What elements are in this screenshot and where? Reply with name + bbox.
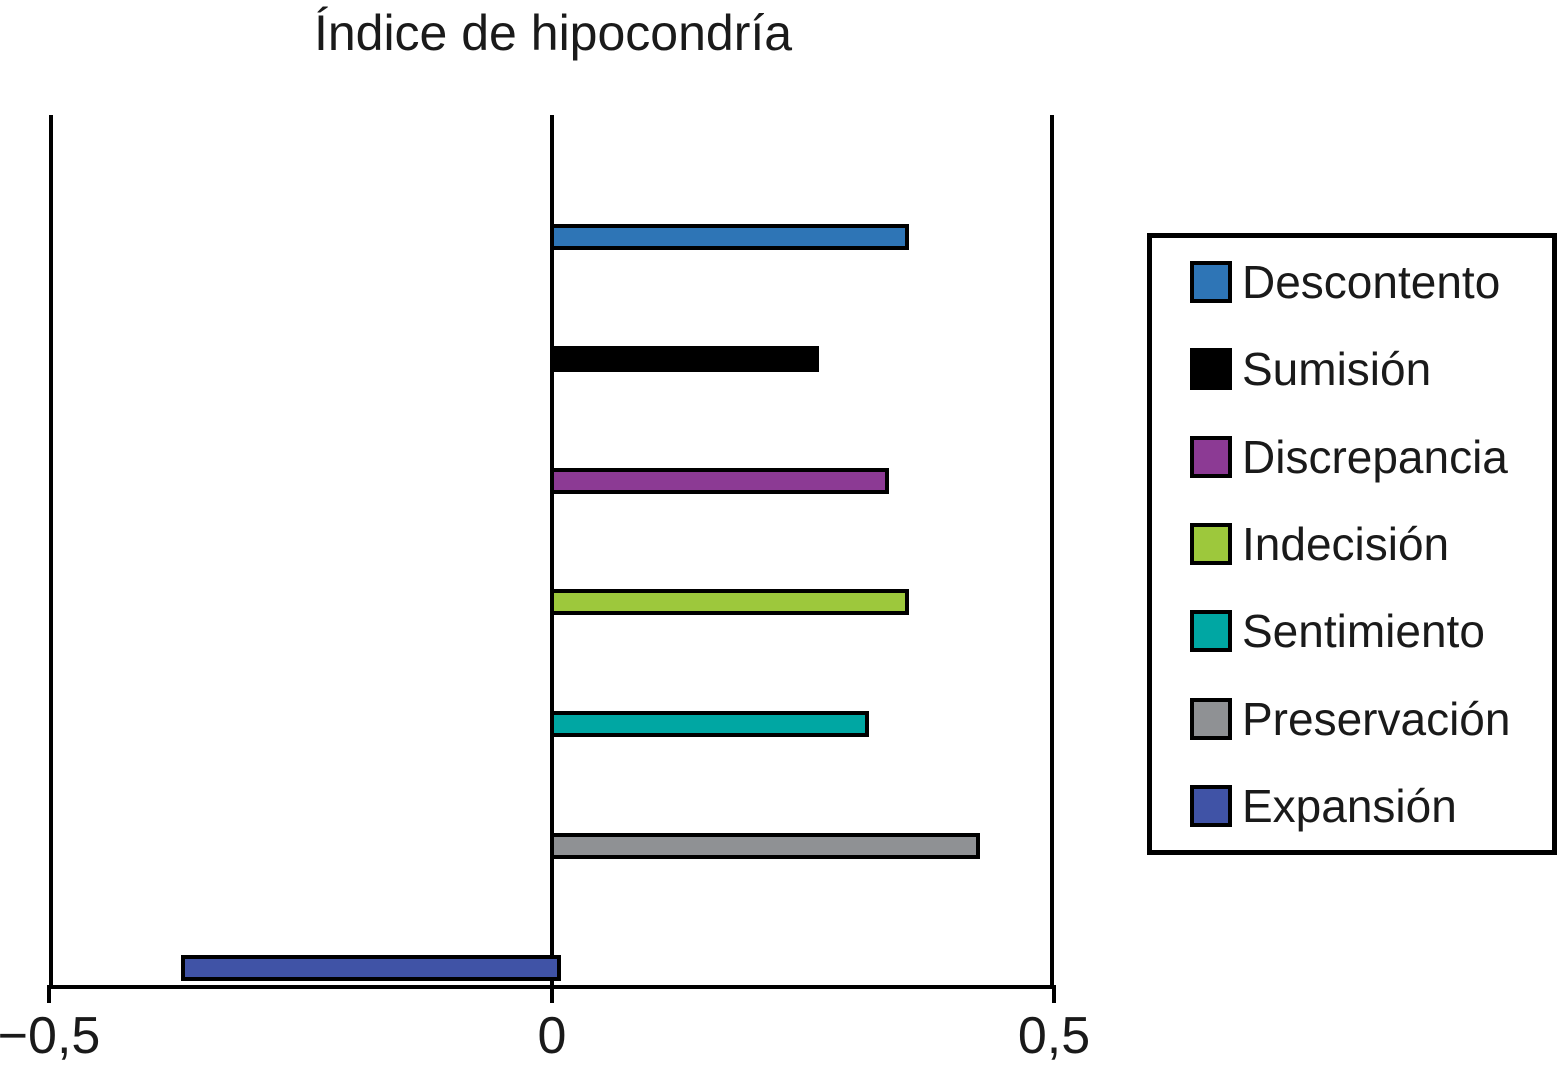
legend-item-descontento: Descontento — [1190, 255, 1552, 309]
legend-swatch-icon — [1190, 435, 1232, 478]
legend-label: Preservación — [1242, 692, 1511, 745]
bar-expansion — [181, 954, 561, 981]
legend-label: Discrepancia — [1242, 430, 1508, 483]
x-axis-label-minus-0_5: −0,5 — [0, 1007, 101, 1065]
bar-discrepancia — [549, 467, 890, 494]
legend: Descontento Sumisión Discrepancia Indecisió… — [1147, 233, 1557, 855]
legend-label: Sentimiento — [1242, 605, 1485, 658]
gridline-minus-0_5 — [49, 115, 53, 985]
legend-label: Expansión — [1242, 780, 1457, 833]
legend-swatch-icon — [1190, 348, 1232, 391]
legend-label: Sumisión — [1242, 343, 1432, 396]
chart-title: Índice de hipocondría — [313, 5, 793, 61]
legend-swatch-icon — [1190, 522, 1232, 565]
x-axis-label-zero: 0 — [537, 1007, 567, 1065]
legend-swatch-icon — [1190, 697, 1232, 740]
legend-item-preservacion: Preservación — [1190, 692, 1552, 746]
legend-swatch-icon — [1190, 610, 1232, 653]
plot-area — [49, 115, 1054, 989]
x-axis-label-plus-0_5: 0,5 — [1017, 1007, 1091, 1065]
bar-sumision — [549, 345, 819, 372]
legend-label: Descontento — [1242, 255, 1501, 308]
legend-item-discrepancia: Discrepancia — [1190, 430, 1552, 484]
bar-preservacion — [549, 833, 980, 860]
legend-swatch-icon — [1190, 785, 1232, 828]
gridline-plus-0_5 — [1050, 115, 1054, 985]
legend-item-expansion: Expansión — [1190, 779, 1552, 833]
x-axis-tick-plus-0_5 — [1052, 985, 1056, 1003]
gridline-zero — [550, 115, 554, 985]
legend-item-indecision: Indecisión — [1190, 517, 1552, 571]
x-axis-tick-zero — [550, 985, 554, 1003]
bar-descontento — [549, 224, 910, 250]
x-axis-tick-minus-0_5 — [47, 985, 51, 1003]
legend-swatch-icon — [1190, 260, 1232, 303]
legend-item-sentimiento: Sentimiento — [1190, 604, 1552, 658]
bar-sentimiento — [549, 711, 870, 738]
legend-label: Indecisión — [1242, 517, 1450, 570]
legend-item-sumision: Sumisión — [1190, 342, 1552, 396]
bar-indecision — [549, 589, 910, 616]
